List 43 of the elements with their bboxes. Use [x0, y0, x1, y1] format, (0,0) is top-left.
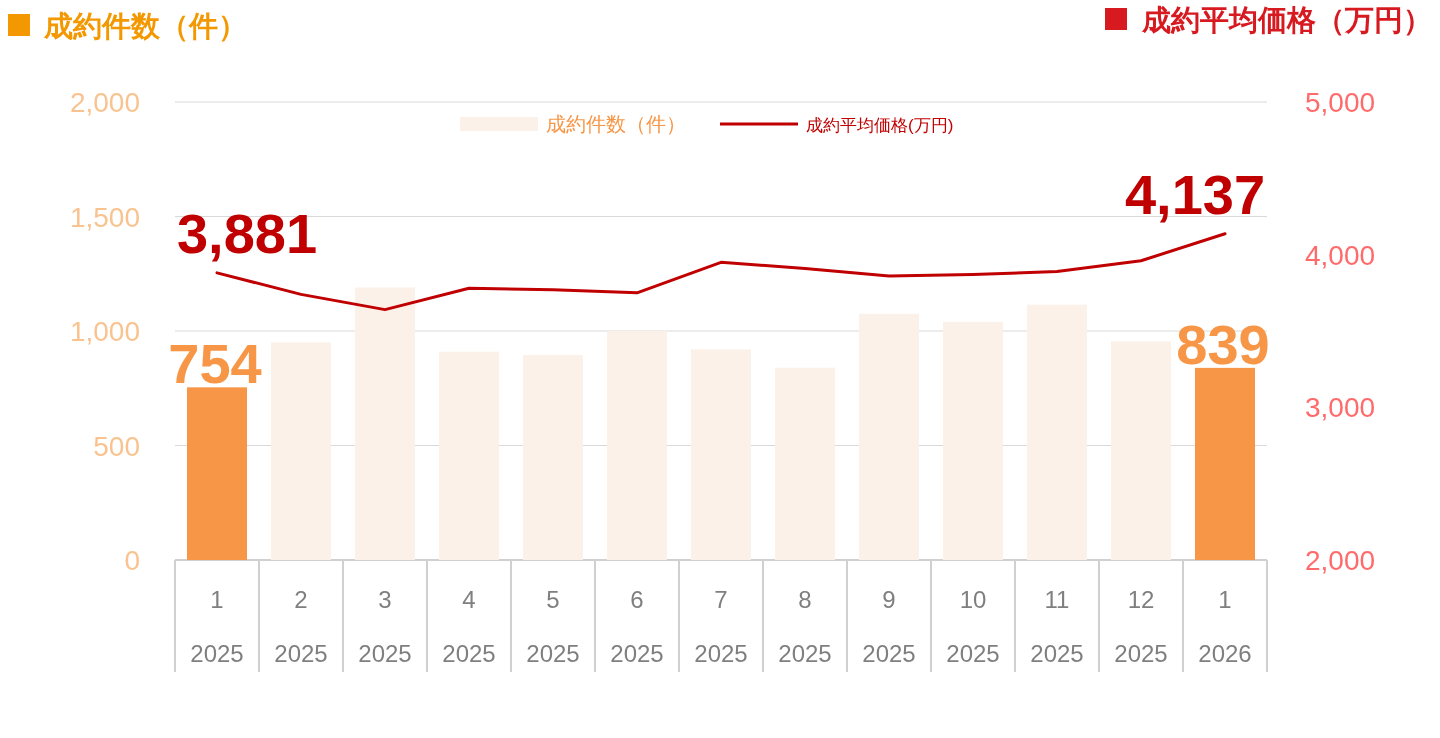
y2-tick-label: 2,000: [1304, 545, 1376, 576]
bar: [943, 321, 1003, 560]
y-tick-label: 2,000: [69, 87, 140, 118]
bar: [355, 287, 415, 560]
x-tick-label: 3 2025: [358, 586, 412, 667]
legend-label: 成約件数（件）: [546, 113, 686, 135]
x-tick-label: 1 2026: [1198, 586, 1252, 667]
y-tick-label: 1,500: [69, 201, 140, 233]
x-tick-label: 7 2025: [694, 586, 748, 667]
x-tick-label: 11 2025: [1030, 586, 1084, 667]
bar: [607, 331, 667, 560]
x-tick-label: 2 2025: [274, 586, 328, 667]
data-label: 839: [1176, 312, 1270, 376]
bar: [1111, 341, 1171, 560]
x-tick-label: 8 2025: [778, 586, 832, 667]
data-label: 754: [168, 332, 262, 396]
y-tick-label: 500: [93, 430, 140, 462]
data-label: 3,881: [176, 201, 318, 265]
bar: [271, 342, 331, 560]
bar: [187, 387, 247, 560]
bar: [775, 367, 835, 560]
y2-tick-label: 5,000: [1304, 87, 1376, 118]
bar: [1027, 304, 1087, 560]
legend-label: 成約平均価格(万円): [806, 116, 954, 135]
y2-axis-title: 成約平均価格（万円）: [1141, 4, 1432, 36]
x-tick-label: 4 2025: [442, 586, 496, 667]
bar: [859, 313, 919, 560]
x-tick-label: 1 2025: [190, 586, 244, 667]
bar: [1195, 367, 1255, 560]
y2-tick-label: 4,000: [1304, 239, 1376, 271]
x-tick-label: 5 2025: [526, 586, 580, 667]
x-tick-label: 6 2025: [610, 586, 664, 667]
bar: [439, 351, 499, 560]
data-label: 4,137: [1124, 162, 1266, 226]
y2-tick-label: 3,000: [1304, 392, 1376, 424]
y-tick-label: 1,000: [69, 316, 140, 347]
x-tick-label: 9 2025: [862, 586, 916, 667]
x-tick-label: 10 2025: [946, 586, 1000, 667]
y-tick-label: 0: [124, 545, 140, 576]
bar: [691, 349, 751, 560]
bar: [523, 355, 583, 560]
y-axis-title: 成約件数（件）: [43, 10, 247, 42]
x-tick-label: 12 2025: [1114, 586, 1168, 667]
